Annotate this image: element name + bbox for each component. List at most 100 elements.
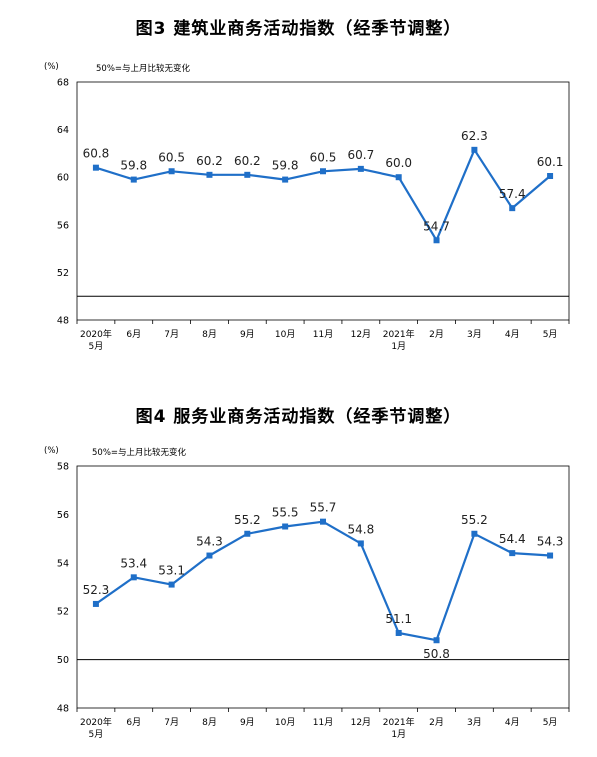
data-point — [433, 637, 440, 644]
data-point — [395, 629, 402, 636]
y-tick-label: 48 — [57, 316, 69, 327]
x-tick-label: 2月 — [429, 717, 444, 728]
x-tick-label: 6月 — [126, 717, 141, 728]
data-label: 60.7 — [347, 148, 374, 162]
data-label: 60.2 — [234, 154, 261, 168]
x-tick-label: 11月 — [313, 329, 333, 340]
x-tick-label: 12月 — [351, 329, 371, 340]
data-label: 52.3 — [83, 583, 110, 597]
data-label: 53.4 — [120, 556, 147, 570]
data-point — [433, 237, 440, 244]
y-tick-label: 50 — [57, 655, 69, 666]
x-tick-label: 11月 — [313, 717, 333, 728]
data-point — [130, 176, 137, 183]
x-tick-label: 5月 — [543, 717, 558, 728]
data-label: 60.8 — [83, 147, 110, 161]
reference-note: 50%=与上月比较无变化 — [96, 64, 191, 74]
x-tick-label: 8月 — [202, 329, 217, 340]
x-tick-label: 2021年 — [383, 328, 415, 340]
x-tick-label: 7月 — [164, 329, 179, 340]
y-unit-label: (%) — [44, 446, 59, 456]
data-label: 55.5 — [272, 506, 299, 520]
data-point — [395, 174, 402, 181]
data-label: 55.2 — [461, 513, 488, 527]
data-point — [168, 168, 175, 175]
data-point — [244, 171, 251, 178]
construction-chart-panel: 图3 建筑业商务活动指数（经季节调整） (%) 50%=与上月比较无变化 68 6… — [44, 19, 570, 352]
plot-frame — [76, 465, 570, 709]
data-label: 57.4 — [499, 187, 526, 201]
y-tick-label: 64 — [57, 125, 69, 136]
x-tick-label: 5月 — [543, 329, 558, 340]
x-tick-label: 10月 — [275, 329, 295, 340]
y-tick-label: 56 — [57, 510, 69, 521]
x-tick-label: 2020年 — [80, 328, 112, 340]
x-tick-label: 10月 — [275, 717, 295, 728]
data-label: 54.4 — [499, 532, 526, 546]
y-tick-label: 54 — [57, 558, 69, 569]
x-tick-label: 1月 — [391, 729, 406, 740]
data-label: 60.1 — [537, 155, 564, 169]
data-label: 60.2 — [196, 154, 223, 168]
reference-note: 50%=与上月比较无变化 — [92, 448, 187, 458]
y-tick-label: 68 — [57, 78, 69, 89]
data-label: 54.3 — [196, 535, 223, 549]
data-label: 62.3 — [461, 129, 488, 143]
y-tick-label: 60 — [57, 173, 69, 184]
data-point — [92, 600, 99, 607]
data-point — [206, 552, 213, 559]
data-label: 60.5 — [310, 150, 337, 164]
data-point — [509, 205, 516, 212]
x-tick-label: 12月 — [351, 717, 371, 728]
data-point — [509, 550, 516, 557]
x-tick-label: 4月 — [505, 717, 520, 728]
x-tick-label: 5月 — [89, 729, 104, 740]
data-point — [357, 165, 364, 172]
services-chart-panel: 图4 服务业商务活动指数（经季节调整） (%) 50%=与上月比较无变化 58 5… — [0, 392, 597, 757]
data-point — [130, 574, 137, 581]
plot-frame — [76, 81, 570, 321]
y-tick-label: 56 — [57, 220, 69, 231]
y-unit-label: (%) — [44, 62, 59, 72]
chart-title: 图4 服务业商务活动指数（经季节调整） — [135, 407, 462, 427]
x-tick-label: 5月 — [89, 341, 104, 352]
data-label: 55.7 — [310, 501, 337, 515]
data-point — [320, 518, 326, 525]
x-tick-label: 2月 — [429, 329, 444, 340]
y-tick-label: 58 — [57, 462, 69, 473]
data-label: 60.0 — [385, 156, 412, 170]
y-tick-label: 52 — [57, 607, 69, 618]
x-tick-label: 9月 — [240, 717, 255, 728]
data-point — [282, 523, 289, 530]
data-point — [206, 171, 213, 178]
y-tick-label: 48 — [57, 704, 69, 715]
x-tick-label: 4月 — [505, 329, 520, 340]
data-label: 53.1 — [158, 564, 185, 578]
x-tick-label: 9月 — [240, 329, 255, 340]
x-tick-label: 2021年 — [383, 716, 415, 728]
data-label: 55.2 — [234, 513, 261, 527]
data-label: 51.1 — [385, 612, 412, 626]
data-label: 54.3 — [537, 535, 564, 549]
data-label: 59.8 — [120, 159, 147, 173]
data-point — [471, 146, 478, 153]
data-point — [471, 530, 478, 537]
x-tick-label: 6月 — [126, 329, 141, 340]
y-tick-label: 52 — [57, 268, 69, 279]
x-tick-label: 7月 — [164, 717, 179, 728]
x-tick-label: 3月 — [467, 717, 482, 728]
data-label: 54.8 — [347, 522, 374, 536]
x-tick-label: 3月 — [467, 329, 482, 340]
data-point — [168, 581, 175, 588]
data-label: 60.5 — [158, 150, 185, 164]
data-point — [547, 173, 554, 180]
data-label: 59.8 — [272, 159, 299, 173]
series-line — [95, 520, 551, 642]
chart-title: 图3 建筑业商务活动指数（经季节调整） — [135, 19, 462, 39]
data-point — [547, 552, 554, 559]
data-point — [357, 540, 364, 547]
data-point — [244, 530, 251, 537]
x-tick-label: 1月 — [391, 341, 406, 352]
